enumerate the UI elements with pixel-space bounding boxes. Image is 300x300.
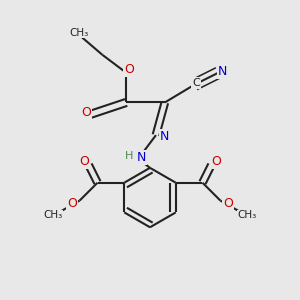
Text: N: N bbox=[160, 130, 169, 143]
Text: O: O bbox=[223, 197, 233, 210]
Text: CH₃: CH₃ bbox=[43, 210, 63, 220]
Text: N: N bbox=[218, 65, 227, 78]
Text: N: N bbox=[136, 151, 146, 164]
Text: CH₃: CH₃ bbox=[237, 210, 257, 220]
Text: C: C bbox=[192, 78, 200, 88]
Text: O: O bbox=[79, 155, 89, 168]
Text: CH₃: CH₃ bbox=[69, 28, 88, 38]
Text: O: O bbox=[67, 197, 77, 210]
Text: O: O bbox=[211, 155, 221, 168]
Text: O: O bbox=[124, 63, 134, 76]
Text: H: H bbox=[125, 151, 134, 161]
Text: O: O bbox=[81, 106, 91, 119]
